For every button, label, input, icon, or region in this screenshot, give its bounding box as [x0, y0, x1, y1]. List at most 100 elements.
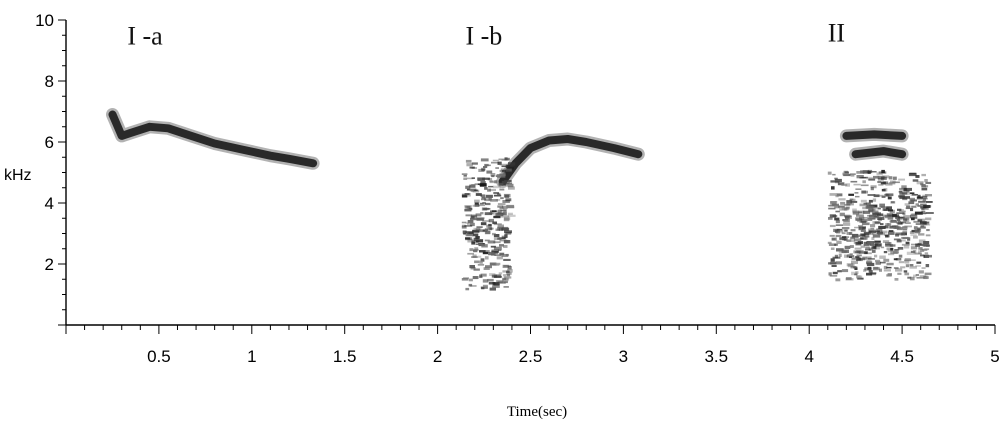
noise-speck — [874, 221, 881, 224]
noise-speck — [869, 210, 873, 213]
noise-speck — [498, 281, 506, 284]
noise-speck — [855, 217, 863, 221]
noise-speck — [484, 198, 491, 202]
noise-speck — [461, 221, 467, 224]
noise-speck — [880, 246, 885, 249]
noise-speck — [852, 208, 857, 212]
noise-speck — [895, 258, 902, 261]
noise-speck — [904, 260, 910, 264]
noise-speck — [505, 198, 512, 202]
noise-speck — [497, 227, 504, 231]
noise-speck — [473, 237, 479, 242]
noise-speck — [834, 205, 840, 209]
noise-speck — [839, 212, 845, 217]
noise-speck — [883, 269, 891, 272]
noise-speck — [498, 158, 506, 161]
noise-speck — [503, 227, 508, 231]
noise-speck — [502, 226, 509, 229]
noise-speck — [879, 268, 882, 272]
noise-speck — [830, 247, 835, 250]
noise-speck — [876, 172, 883, 176]
noise-speck — [910, 207, 914, 212]
noise-speck — [485, 194, 493, 198]
noise-speck — [866, 176, 873, 180]
noise-speck — [471, 184, 476, 187]
noise-speck — [844, 245, 851, 249]
noise-speck — [506, 164, 514, 168]
noise-speck — [849, 245, 854, 248]
noise-speck — [922, 194, 928, 197]
noise-speck — [904, 187, 912, 191]
noise-speck — [468, 283, 473, 287]
noise-speck — [482, 220, 491, 222]
noise-speck — [908, 201, 915, 205]
noise-speck — [471, 241, 476, 245]
noise-speck — [926, 244, 930, 247]
noise-speck — [869, 171, 877, 173]
noise-speck — [920, 182, 924, 186]
noise-speck — [501, 235, 508, 239]
noise-speck — [466, 163, 473, 167]
noise-speck — [465, 237, 471, 240]
noise-speck — [501, 165, 506, 168]
noise-speck — [502, 270, 509, 273]
noise-speck — [492, 159, 499, 162]
noise-speck — [870, 185, 877, 189]
noise-speck — [888, 230, 894, 232]
noise-speck — [488, 196, 492, 201]
noise-speck — [856, 175, 864, 179]
noise-speck — [491, 161, 499, 164]
noise-speck — [881, 169, 885, 174]
y-tick-label: 4 — [45, 194, 54, 213]
noise-speck — [475, 202, 479, 205]
noise-speck — [465, 233, 474, 237]
noise-speck — [828, 207, 836, 210]
noise-speck — [893, 251, 899, 254]
noise-speck — [843, 236, 850, 238]
noise-speck — [472, 229, 480, 233]
noise-speck — [885, 234, 889, 238]
noise-speck — [841, 236, 847, 239]
noise-speck — [480, 217, 485, 220]
noise-speck — [462, 230, 467, 234]
noise-speck — [488, 185, 494, 188]
noise-speck — [841, 269, 849, 273]
noise-speck — [923, 275, 928, 280]
noise-speck — [507, 266, 512, 270]
noise-speck — [925, 217, 932, 221]
noise-speck — [508, 186, 515, 190]
noise-speck — [924, 185, 929, 188]
noise-speck — [499, 239, 507, 242]
noise-speck — [846, 255, 855, 258]
noise-speck — [831, 265, 837, 267]
noise-speck — [465, 221, 470, 224]
noise-speck — [912, 179, 919, 182]
noise-speck — [471, 167, 477, 169]
noise-speck — [849, 232, 853, 235]
noise-speck — [866, 272, 873, 276]
noise-speck — [843, 238, 848, 241]
noise-speck — [909, 266, 917, 269]
noise-speck — [872, 208, 876, 212]
noise-speck — [909, 172, 916, 175]
noise-speck — [915, 203, 919, 206]
noise-speck — [862, 206, 869, 210]
broadband-noise-block — [461, 157, 516, 291]
noise-speck — [885, 193, 894, 197]
noise-speck — [845, 277, 852, 280]
noise-speck — [505, 182, 513, 185]
noise-speck — [917, 242, 922, 245]
noise-speck — [473, 268, 480, 271]
noise-speck — [475, 228, 481, 231]
noise-speck — [464, 208, 472, 212]
noise-speck — [471, 177, 475, 179]
noise-speck — [901, 185, 907, 189]
noise-speck — [884, 225, 889, 229]
noise-speck — [868, 214, 877, 218]
noise-speck — [893, 226, 901, 229]
noise-speck — [508, 162, 516, 166]
noise-speck — [838, 253, 842, 257]
noise-speck — [921, 248, 928, 251]
noise-speck — [858, 227, 864, 231]
noise-speck — [474, 238, 479, 241]
